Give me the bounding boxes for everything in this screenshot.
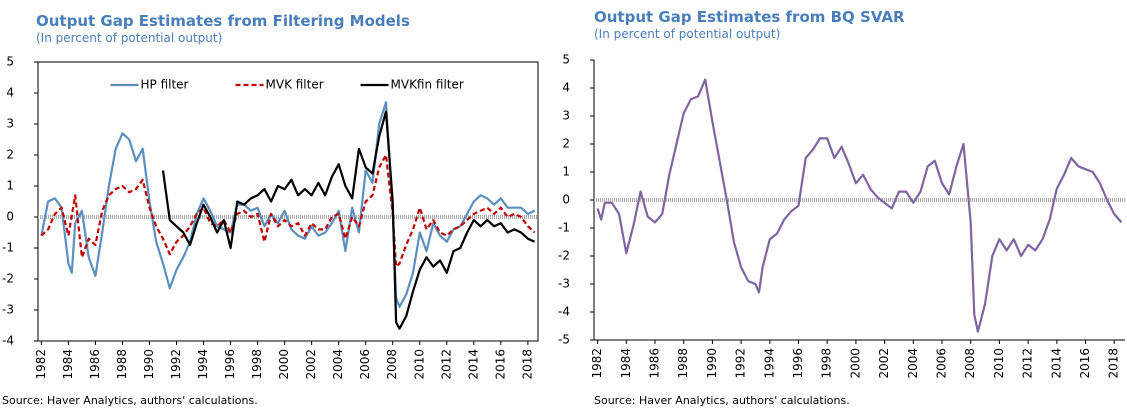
x-tick-label: 2012: [1021, 348, 1035, 379]
y-tick-label: 2: [562, 137, 570, 151]
x-tick-label: 1998: [250, 349, 264, 380]
y-tick-label: -1: [558, 221, 570, 235]
x-tick-label: 2006: [358, 349, 372, 380]
x-tick-label: 1982: [590, 348, 604, 379]
y-tick-label: -2: [558, 249, 570, 263]
x-tick-label: 2018: [1107, 348, 1121, 379]
x-tick-label: 1994: [196, 349, 210, 380]
x-tick-label: 1998: [820, 348, 834, 379]
x-tick-label: 2004: [906, 348, 920, 379]
y-tick-label: 2: [6, 148, 14, 162]
y-tick-label: 5: [6, 55, 14, 69]
x-tick-label: 2002: [304, 349, 318, 380]
x-tick-label: 2008: [963, 348, 977, 379]
x-tick-label: 2012: [439, 349, 453, 380]
source-note: Source: Haver Analytics, authors' calcul…: [2, 394, 258, 407]
chart-subtitle: (In percent of potential output): [36, 31, 222, 45]
y-tick-label: 4: [562, 81, 570, 95]
x-tick-label: 1990: [705, 348, 719, 379]
chart-title: Output Gap Estimates from BQ SVAR: [594, 8, 905, 26]
y-tick-label: -3: [558, 277, 570, 291]
y-tick-label: -1: [2, 241, 14, 255]
x-tick-label: 2014: [466, 349, 480, 380]
x-tick-label: 2004: [331, 349, 345, 380]
y-tick-label: -4: [558, 305, 570, 319]
y-tick-label: -5: [558, 333, 570, 347]
x-tick-label: 2014: [1049, 348, 1063, 379]
x-tick-label: 1990: [142, 349, 156, 380]
chart-title: Output Gap Estimates from Filtering Mode…: [36, 12, 410, 30]
x-tick-label: 1986: [647, 348, 661, 379]
plot-area: [594, 60, 1125, 340]
x-tick-label: 2018: [520, 349, 534, 380]
x-tick-label: 2016: [1078, 348, 1092, 379]
source-note: Source: Haver Analytics, authors' calcul…: [594, 394, 850, 407]
x-tick-label: 2000: [277, 349, 291, 380]
y-tick-label: 3: [6, 117, 14, 131]
x-tick-label: 2006: [935, 348, 949, 379]
y-tick-label: -3: [2, 303, 14, 317]
x-tick-label: 1996: [223, 349, 237, 380]
x-tick-label: 2002: [877, 348, 891, 379]
y-tick-label: -4: [2, 334, 14, 348]
series-line: [596, 78, 1123, 333]
y-tick-label: 5: [562, 53, 570, 67]
legend-label: MVKfin filter: [391, 78, 464, 92]
x-tick-label: 2008: [385, 349, 399, 380]
plot-area: [37, 61, 539, 342]
x-tick-label: 1996: [791, 348, 805, 379]
x-tick-label: 1992: [169, 349, 183, 380]
series-line: [161, 110, 536, 330]
x-tick-label: 1988: [115, 349, 129, 380]
x-tick-label: 1988: [676, 348, 690, 379]
x-tick-label: 2010: [412, 349, 426, 380]
x-tick-label: 1982: [34, 349, 48, 380]
y-tick-label: 1: [6, 179, 14, 193]
chart-subtitle: (In percent of potential output): [594, 27, 780, 41]
x-tick-label: 2010: [992, 348, 1006, 379]
legend-label: HP filter: [141, 78, 189, 92]
x-tick-label: 1994: [762, 348, 776, 379]
y-tick-label: 0: [562, 193, 570, 207]
x-tick-label: 1986: [88, 349, 102, 380]
x-tick-label: 2000: [848, 348, 862, 379]
legend-label: MVK filter: [266, 78, 324, 92]
y-tick-label: 0: [6, 210, 14, 224]
y-tick-label: -2: [2, 272, 14, 286]
x-tick-label: 2016: [493, 349, 507, 380]
x-tick-label: 1984: [61, 349, 75, 380]
series-line: [40, 101, 536, 308]
y-tick-label: 1: [562, 165, 570, 179]
x-tick-label: 1984: [619, 348, 633, 379]
y-tick-label: 3: [562, 109, 570, 123]
x-tick-label: 1992: [734, 348, 748, 379]
y-tick-label: 4: [6, 86, 14, 100]
series-line: [40, 153, 536, 268]
